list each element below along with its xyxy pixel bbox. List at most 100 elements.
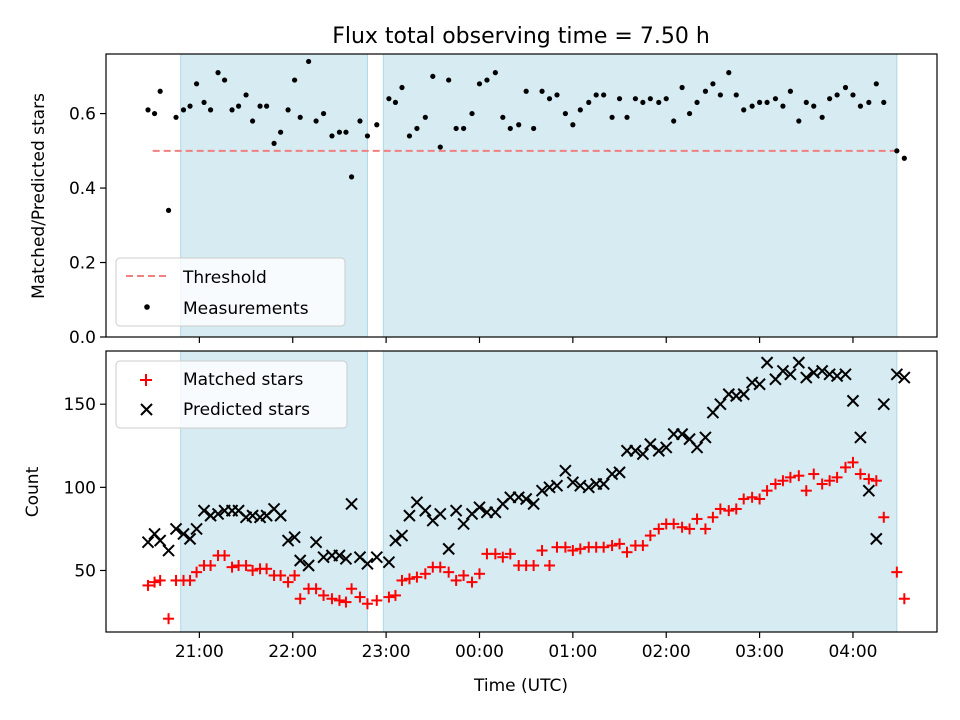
predicted-star-point <box>559 464 572 477</box>
bottom-legend-box <box>115 360 348 429</box>
x-tick-label: 03:00 <box>735 642 784 662</box>
predicted-star-point <box>582 481 595 494</box>
measurement-point <box>756 99 763 106</box>
x-tick-label: 21:00 <box>175 642 224 662</box>
predicted-star-point <box>566 476 580 489</box>
measurement-point <box>336 129 343 135</box>
matched-star-point <box>738 493 750 505</box>
measurement-point <box>873 81 879 87</box>
matched-star-point <box>769 478 781 490</box>
y-tick-label: 0.6 <box>69 105 96 125</box>
predicted-star-point <box>644 437 657 451</box>
predicted-star-point <box>162 544 175 557</box>
measurement-point <box>593 92 599 98</box>
measurement-point <box>235 103 242 109</box>
matched-star-point <box>473 568 485 580</box>
predicted-star-point <box>197 504 211 517</box>
measurement-point <box>357 118 363 124</box>
measurement-point <box>229 107 235 113</box>
matched-star-point <box>497 551 509 563</box>
measurement-point <box>616 96 623 102</box>
predicted-star-point <box>737 388 750 401</box>
matched-star-point <box>761 485 773 497</box>
measurement-point <box>285 107 291 113</box>
matched-star-point <box>411 571 423 583</box>
measurement-point <box>741 107 747 113</box>
predicted-star-point <box>473 501 486 514</box>
matched-star-point <box>854 468 866 480</box>
matched-star-point <box>226 561 238 573</box>
predicted-star-point <box>862 484 876 497</box>
predicted-star-point <box>660 441 673 454</box>
predicted-star-point <box>839 368 852 381</box>
measurement-point <box>500 114 506 120</box>
matched-star-point <box>691 513 703 525</box>
predicted-star-point <box>675 427 689 441</box>
matched-star-point <box>870 475 882 487</box>
measurement-point <box>881 99 887 106</box>
bottom-panel: 50 100 150 21:00 22:00 23:00 00:00 01:00 02:00 0… <box>23 350 938 696</box>
predicted-star-point <box>629 444 642 457</box>
matched-star-point <box>831 471 843 483</box>
measurement-point <box>484 77 490 83</box>
matched-star-point <box>606 540 618 552</box>
measurement-point <box>601 92 607 98</box>
top-chart-title: Flux total observing time = 7.50 h <box>332 24 710 49</box>
predicted-star-point <box>877 397 890 411</box>
bottom-axes-frame <box>105 350 938 633</box>
measurement-point <box>461 125 467 132</box>
matched-star-point <box>403 573 415 585</box>
legend-predicted-swatch <box>140 403 153 416</box>
predicted-star-point <box>395 529 409 542</box>
predicted-star-point <box>361 557 374 571</box>
predicted-star-point <box>449 504 463 517</box>
top-shaded-spans <box>180 53 898 338</box>
predicted-star-point <box>784 368 797 381</box>
matched-star-point <box>784 471 796 483</box>
top-axes-frame <box>105 53 938 338</box>
measurement-point <box>857 103 864 109</box>
matched-star-point <box>676 521 688 533</box>
measurement-point <box>562 110 568 117</box>
measurement-point <box>343 129 349 135</box>
matched-star-point <box>466 576 478 588</box>
measurement-point <box>531 125 537 132</box>
matched-star-point <box>354 591 366 603</box>
predicted-star-point <box>204 509 217 522</box>
predicted-star-point <box>177 527 190 541</box>
measurement-point <box>894 148 900 154</box>
predicted-star-point <box>597 477 610 491</box>
matched-star-point <box>396 574 408 586</box>
measurement-point <box>796 118 802 124</box>
predicted-star-point <box>613 466 626 479</box>
predicted-star-point <box>183 532 197 546</box>
measurement-point <box>640 99 646 106</box>
measurement-point <box>702 88 709 94</box>
predicted-star-point <box>345 497 358 511</box>
predicted-star-point <box>605 467 619 481</box>
predicted-star-point <box>823 368 836 381</box>
predicted-star-point <box>382 555 396 569</box>
measurement-point <box>811 103 817 109</box>
measurement-point <box>215 70 221 76</box>
matched-star-point <box>878 511 890 523</box>
measurement-point <box>749 103 755 109</box>
matched-star-point <box>458 569 470 581</box>
measurement-point <box>151 110 158 117</box>
measurement-point <box>764 99 770 106</box>
measurement-point <box>671 118 677 124</box>
matched-star-point <box>637 540 649 552</box>
measurement-point <box>292 77 298 83</box>
shaded-span-1 <box>382 53 898 338</box>
matched-star-point <box>898 593 910 605</box>
matched-star-point <box>504 548 516 560</box>
matched-star-point <box>528 559 540 571</box>
measurement-point <box>453 125 459 132</box>
predicted-star-point <box>153 534 167 547</box>
measurement-point <box>686 110 693 117</box>
matched-star-point <box>184 574 196 586</box>
measurement-point <box>430 73 436 79</box>
predicted-star-point <box>211 507 225 521</box>
y-tick-label: 0.2 <box>69 254 96 274</box>
top-y-axis-label: Matched/Predicted stars <box>29 93 49 299</box>
